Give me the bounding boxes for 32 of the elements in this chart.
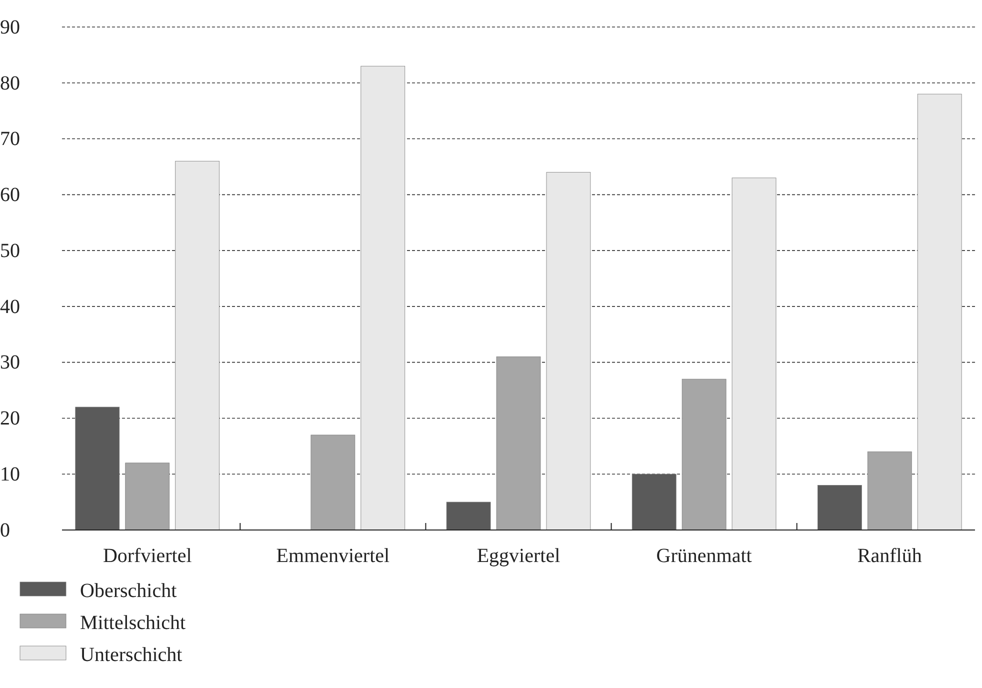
y-tick-label: 0 [0, 519, 10, 542]
y-tick-label: 20 [0, 408, 20, 430]
x-tick-label: Eggviertel [476, 545, 561, 568]
y-tick-label: 10 [0, 464, 20, 486]
y-tick-label: 30 [0, 352, 20, 374]
y-tick-label: 50 [0, 240, 20, 262]
bar [446, 502, 491, 530]
bar [496, 356, 541, 530]
x-tick-label: Ranflüh [857, 545, 922, 568]
bar [125, 462, 170, 530]
y-tick-label: 60 [0, 184, 20, 206]
bar [632, 474, 676, 530]
bar [682, 378, 726, 530]
x-tick-label: Grünenmatt [656, 545, 752, 568]
bar [732, 178, 776, 530]
bar [75, 406, 120, 530]
y-tick-label: 40 [0, 296, 20, 318]
y-tick-label: 80 [0, 72, 20, 94]
bar [917, 94, 962, 530]
bar [310, 434, 356, 530]
x-tick-label: Emmenviertel [276, 545, 390, 568]
y-tick-label: 90 [0, 16, 20, 38]
legend-label: Unterschicht [80, 644, 183, 666]
bar [546, 172, 591, 530]
legend-label: Oberschicht [80, 580, 178, 602]
x-tick-label: Dorfviertel [102, 545, 192, 568]
y-tick-label: 70 [0, 128, 20, 150]
bar [175, 160, 220, 530]
bar [817, 485, 862, 530]
legend-label: Mittelschicht [80, 612, 186, 634]
bar [867, 452, 912, 530]
bar [360, 66, 406, 530]
